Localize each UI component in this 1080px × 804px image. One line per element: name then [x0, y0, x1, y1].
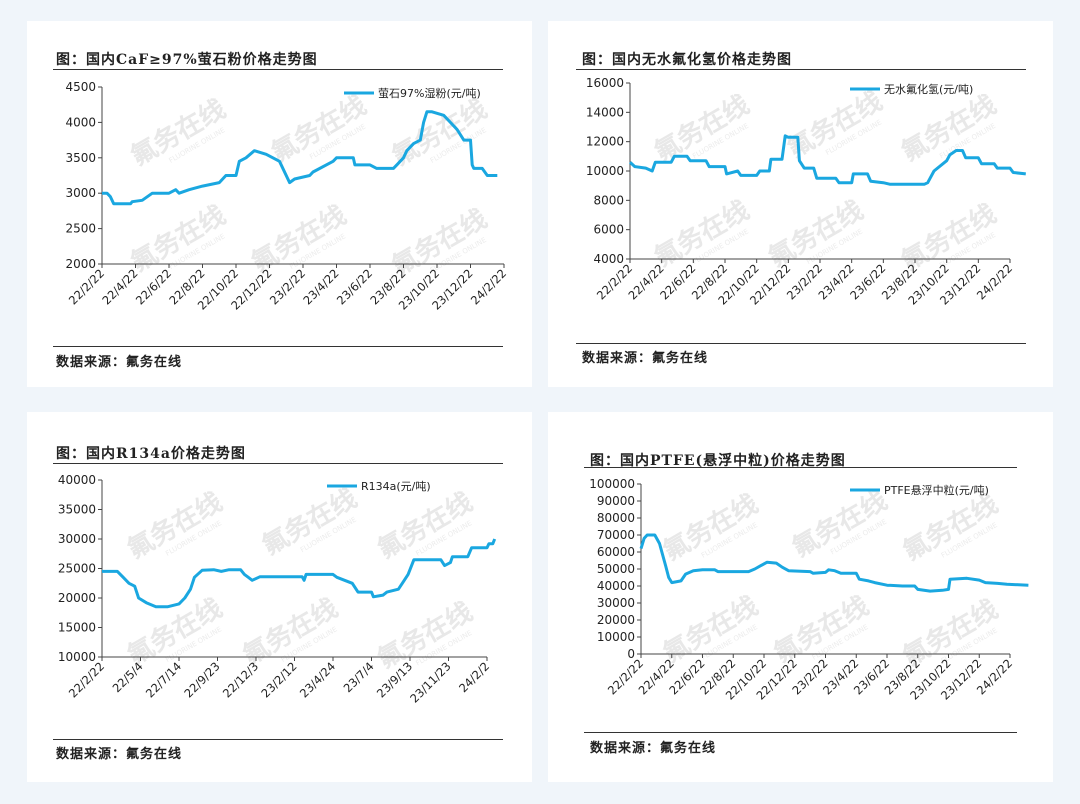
- chart-panel-ptfe: 图：国内PTFE(悬浮中粒)价格走势图 氟务在线 FLUORINE ONLINE 氟…: [548, 412, 1053, 782]
- chart-source: 数据来源：氟务在线: [582, 351, 709, 366]
- x-tick-label: 22/2/22: [66, 266, 107, 307]
- chart-title: 图：国内R134a价格走势图: [56, 446, 246, 462]
- y-tick-label: 10000: [597, 630, 635, 644]
- y-tick-label: 70000: [597, 528, 635, 542]
- y-tick-label: 25000: [58, 562, 96, 576]
- y-tick-label: 30000: [58, 532, 96, 546]
- y-tick-label: 10000: [58, 650, 96, 664]
- chart-title: 图：国内无水氟化氢价格走势图: [582, 52, 792, 68]
- y-tick-label: 4000: [593, 252, 624, 266]
- x-tick-label: 22/5/4: [110, 659, 146, 695]
- y-tick-label: 20000: [597, 613, 635, 627]
- y-tick-label: 0: [627, 647, 635, 661]
- title-rule: [53, 463, 503, 464]
- x-tick-label: 23/2/22: [267, 266, 308, 307]
- series-line: [628, 134, 1026, 186]
- chart-panel-fluorite: 图：国内CaF≥97%萤石粉价格走势图 氟务在线 FLUORINE ONLINE 氟…: [27, 21, 532, 387]
- x-tick-label: 22/12/3: [220, 659, 261, 700]
- y-tick-label: 6000: [593, 223, 624, 237]
- x-tick-label: 23/4/24: [297, 659, 338, 700]
- y-tick-label: 20000: [58, 591, 96, 605]
- x-tick-label: 24/2/22: [468, 266, 509, 307]
- chart-title: 图：国内PTFE(悬浮中粒)价格走势图: [590, 453, 846, 469]
- series-line: [639, 533, 1029, 593]
- y-tick-label: 2000: [65, 257, 96, 271]
- y-tick-label: 60000: [597, 545, 635, 559]
- source-rule: [576, 343, 1026, 344]
- legend-label: R134a(元/吨): [361, 480, 431, 493]
- title-rule: [576, 69, 1026, 70]
- chart-source: 数据来源：氟务在线: [56, 747, 183, 762]
- series-line: [102, 538, 497, 609]
- source-rule: [53, 739, 503, 740]
- x-tick-label: 23/4/22: [300, 266, 341, 307]
- y-tick-label: 3500: [65, 151, 96, 165]
- y-tick-label: 40000: [597, 579, 635, 593]
- legend-label: 无水氟化氢(元/吨): [884, 82, 973, 96]
- y-tick-label: 15000: [58, 621, 96, 635]
- title-rule: [584, 467, 1017, 468]
- y-tick-label: 3000: [65, 186, 96, 200]
- x-tick-label: 22/4/22: [99, 266, 140, 307]
- y-tick-label: 12000: [586, 135, 624, 149]
- x-tick-label: 22/2/22: [66, 659, 107, 700]
- chart-source: 数据来源：氟务在线: [590, 741, 717, 756]
- y-tick-label: 2500: [65, 222, 96, 236]
- x-tick-label: 23/2/12: [258, 659, 299, 700]
- legend-label: PTFE悬浮中粒(元/吨): [884, 483, 989, 497]
- y-tick-label: 30000: [597, 596, 635, 610]
- chart-panel-r134a: 图：国内R134a价格走势图 氟务在线 FLUORINE ONLINE 氟务在线 FL…: [27, 412, 532, 782]
- y-tick-label: 4500: [65, 80, 96, 94]
- legend-label: 萤石97%湿粉(元/吨): [378, 87, 481, 100]
- y-tick-label: 4000: [65, 115, 96, 129]
- x-tick-label: 23/11/23: [407, 659, 453, 705]
- chart-title: 图：国内CaF≥97%萤石粉价格走势图: [56, 52, 318, 68]
- y-tick-label: 16000: [586, 76, 624, 90]
- y-tick-label: 8000: [593, 193, 624, 207]
- source-rule: [53, 346, 503, 347]
- x-tick-label: 22/7/14: [143, 659, 184, 700]
- x-tick-label: 23/7/4: [341, 659, 377, 695]
- y-tick-label: 40000: [58, 473, 96, 487]
- y-tick-label: 50000: [597, 562, 635, 576]
- x-tick-label: 24/2/22: [974, 261, 1015, 302]
- y-tick-label: 100000: [589, 477, 635, 491]
- title-rule: [53, 69, 503, 70]
- chart-source: 数据来源：氟务在线: [56, 355, 183, 370]
- y-tick-label: 14000: [586, 105, 624, 119]
- x-tick-label: 23/6/22: [334, 266, 375, 307]
- y-tick-label: 80000: [597, 511, 635, 525]
- chart-panel-ahf: 图：国内无水氟化氢价格走势图 氟务在线 FLUORINE ONLINE 氟务在线 FL…: [548, 21, 1053, 387]
- source-rule: [584, 732, 1017, 733]
- series-line: [102, 110, 498, 206]
- x-tick-label: 22/9/23: [181, 659, 222, 700]
- y-tick-label: 35000: [58, 503, 96, 517]
- x-tick-label: 24/2/2: [456, 659, 492, 695]
- y-tick-label: 90000: [597, 494, 635, 508]
- y-tick-label: 10000: [586, 164, 624, 178]
